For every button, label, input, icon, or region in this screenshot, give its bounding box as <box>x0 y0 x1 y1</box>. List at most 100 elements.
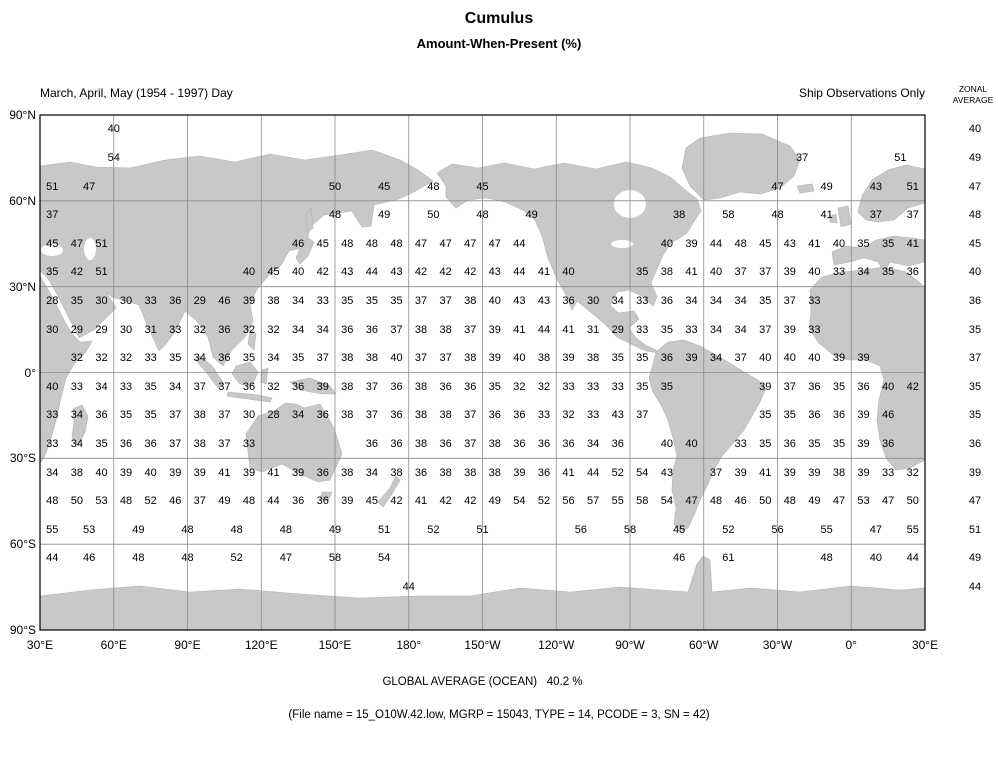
map-cell-value: 42 <box>316 266 329 279</box>
zonal-average-value: 35 <box>968 409 982 422</box>
map-cell-value: 35 <box>611 352 624 365</box>
map-cell-value: 38 <box>660 266 673 279</box>
caspian-sea <box>84 238 96 260</box>
map-cell-value: 38 <box>673 209 686 222</box>
map-cell-value: 48 <box>427 180 440 193</box>
map-cell-value: 38 <box>390 466 403 479</box>
map-cell-value: 38 <box>70 466 83 479</box>
map-cell-value: 41 <box>562 466 575 479</box>
map-cell-value: 52 <box>722 523 735 536</box>
map-cell-value: 36 <box>611 438 624 451</box>
lat-axis-label: 90°S <box>9 623 36 637</box>
map-cell-value: 35 <box>660 380 673 393</box>
map-cell-value: 36 <box>218 323 231 336</box>
map-cell-value: 43 <box>869 180 882 193</box>
map-cell-value: 48 <box>783 495 796 508</box>
map-cell-value: 51 <box>906 180 919 193</box>
map-cell-value: 37 <box>365 380 378 393</box>
map-cell-value: 54 <box>107 151 120 164</box>
map-cell-value: 47 <box>83 180 96 193</box>
map-cell-value: 54 <box>660 495 673 508</box>
map-cell-value: 38 <box>414 409 428 422</box>
map-cell-value: 42 <box>439 495 452 508</box>
map-cell-value: 48 <box>709 495 723 508</box>
map-cell-value: 41 <box>820 209 833 222</box>
map-cell-value: 36 <box>390 409 403 422</box>
island-tasmania <box>319 491 333 502</box>
map-cell-value: 34 <box>292 323 305 336</box>
map-cell-value: 35 <box>832 380 846 393</box>
map-cell-value: 39 <box>783 323 796 336</box>
map-cell-value: 34 <box>169 380 182 393</box>
map-cell-value: 46 <box>169 495 182 508</box>
map-cell-value: 35 <box>759 438 772 451</box>
observations-label: Ship Observations Only <box>798 86 925 100</box>
lat-axis-label: 0° <box>24 365 36 380</box>
map-cell-value: 30 <box>587 294 600 307</box>
lon-axis-label: 90°W <box>615 638 645 652</box>
map-cell-value: 46 <box>734 495 747 508</box>
map-cell-value: 54 <box>378 552 391 565</box>
zonal-average-value: 37 <box>968 352 982 365</box>
map-cell-value: 38 <box>414 380 428 393</box>
map-cell-value: 38 <box>414 438 428 451</box>
map-cell-value: 43 <box>783 237 796 250</box>
chart-title: Cumulus <box>464 10 534 27</box>
map-cell-value: 35 <box>882 266 895 279</box>
map-cell-value: 37 <box>734 266 747 279</box>
map-cell-value: 35 <box>365 294 378 307</box>
map-cell-value: 55 <box>906 523 919 536</box>
map-cell-value: 40 <box>562 266 575 279</box>
map-cell-value: 48 <box>132 552 145 565</box>
map-cell-value: 37 <box>414 294 428 307</box>
map-cell-value: 37 <box>759 266 772 279</box>
map-cell-value: 42 <box>70 266 83 279</box>
map-cell-value: 36 <box>439 438 452 451</box>
lon-axis-label: 30°E <box>26 638 54 652</box>
map-cell-value: 36 <box>808 409 821 422</box>
map-cell-value: 39 <box>341 495 354 508</box>
map-cell-value: 41 <box>218 466 231 479</box>
map-cell-value: 39 <box>734 466 747 479</box>
map-cell-value: 48 <box>46 495 59 508</box>
map-cell-value: 34 <box>734 323 747 336</box>
map-cell-value: 41 <box>759 466 772 479</box>
continent-africa-east <box>39 274 93 464</box>
map-cell-value: 35 <box>783 409 796 422</box>
map-cell-value: 43 <box>488 266 501 279</box>
map-cell-value: 35 <box>169 352 182 365</box>
map-cell-value: 34 <box>734 294 747 307</box>
map-cell-value: 50 <box>328 180 342 193</box>
map-cell-value: 34 <box>316 323 329 336</box>
map-cell-value: 38 <box>341 409 354 422</box>
map-cell-value: 35 <box>660 323 673 336</box>
map-cell-value: 35 <box>857 237 870 250</box>
map-cell-value: 37 <box>193 495 206 508</box>
map-cell-value: 36 <box>439 380 452 393</box>
map-cell-value: 33 <box>832 266 846 279</box>
map-cell-value: 33 <box>242 438 256 451</box>
map-cell-value: 40 <box>107 123 120 136</box>
map-cell-value: 38 <box>537 352 551 365</box>
map-cell-value: 36 <box>341 323 354 336</box>
map-cell-value: 43 <box>341 266 354 279</box>
map-cell-value: 38 <box>193 438 206 451</box>
map-cell-value: 46 <box>83 552 96 565</box>
lon-axis-label: 60°E <box>100 638 127 652</box>
map-cell-value: 33 <box>685 323 698 336</box>
island-java <box>226 391 273 403</box>
map-cell-value: 35 <box>390 294 403 307</box>
map-cell-value: 49 <box>820 180 833 193</box>
map-cell-value: 36 <box>513 409 526 422</box>
map-cell-value: 45 <box>759 237 772 250</box>
map-cell-value: 36 <box>390 438 403 451</box>
map-cell-value: 36 <box>808 380 821 393</box>
map-cell-value: 35 <box>292 352 305 365</box>
map-cell-value: 48 <box>771 209 784 222</box>
map-cell-value: 41 <box>808 237 821 250</box>
map-cell-value: 36 <box>119 438 133 451</box>
map-cell-value: 40 <box>832 237 846 250</box>
map-cell-value: 32 <box>193 323 206 336</box>
island-greenland <box>681 132 801 201</box>
